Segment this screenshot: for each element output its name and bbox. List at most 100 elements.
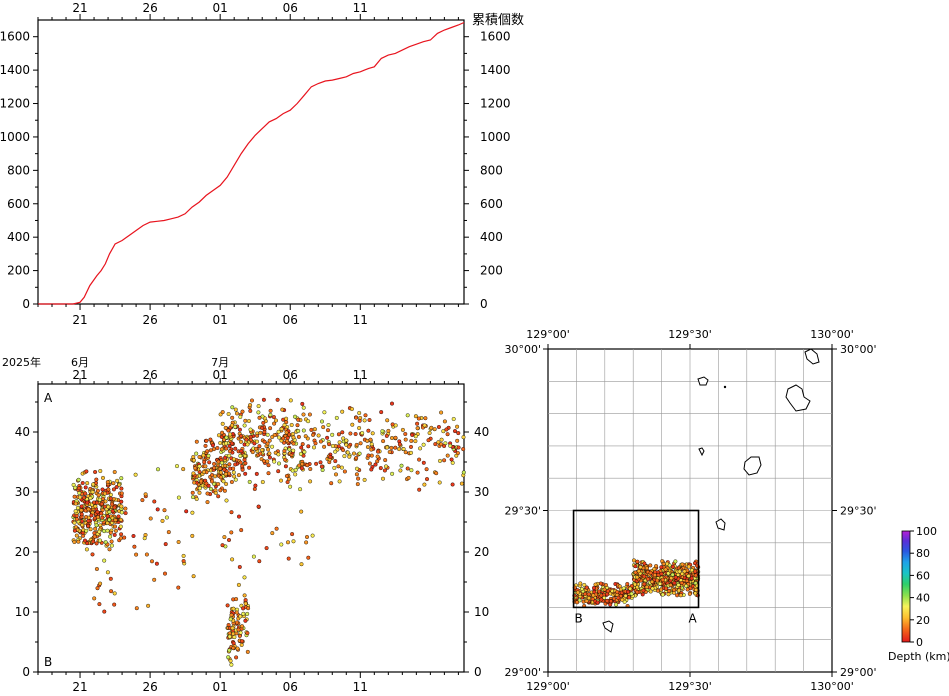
colorbar-tick-label: 40 bbox=[916, 592, 930, 605]
x-tick-label-top: 26 bbox=[142, 368, 157, 382]
hypocenter-point bbox=[201, 453, 206, 458]
hypocenter-point bbox=[260, 448, 265, 453]
hypocenter-point bbox=[409, 444, 414, 449]
cumulative-count-panel: 0 0 200 200 400 400 600 600 800 800 1000 1000 1200 12… bbox=[0, 1, 524, 327]
hypocenter-point bbox=[318, 439, 323, 444]
hypocenter-point bbox=[192, 480, 197, 485]
epicenter-point bbox=[605, 589, 610, 594]
hypocenter-point bbox=[100, 487, 105, 492]
hypocenter-point bbox=[301, 428, 306, 433]
hypocenter-point bbox=[456, 431, 461, 436]
hypocenter-point bbox=[366, 453, 371, 458]
hypocenter-point bbox=[233, 477, 238, 482]
hypocenter-point bbox=[107, 517, 112, 522]
hypocenter-point bbox=[257, 415, 262, 420]
hypocenter-point bbox=[365, 438, 370, 443]
hypocenter-point bbox=[444, 427, 449, 432]
hypocenter-point bbox=[393, 445, 398, 450]
hypocenter-point bbox=[258, 451, 263, 456]
hypocenter-point bbox=[296, 417, 301, 422]
x-tick-label: 11 bbox=[353, 313, 368, 327]
hypocenter-point bbox=[448, 443, 453, 448]
cross-section-box bbox=[572, 509, 700, 609]
hypocenter-point bbox=[260, 480, 265, 485]
hypocenter-point bbox=[461, 435, 466, 440]
hypocenter-point bbox=[384, 464, 389, 469]
islet-outline bbox=[723, 385, 727, 389]
hypocenter-point bbox=[234, 655, 239, 660]
hypocenter-point bbox=[293, 468, 298, 473]
lat-tick-label: 30°00' bbox=[504, 343, 541, 356]
hypocenter-point bbox=[226, 471, 231, 476]
island-outline bbox=[698, 447, 705, 457]
epicenter-point bbox=[678, 593, 683, 598]
hypocenter-point bbox=[191, 455, 196, 460]
hypocenter-point bbox=[122, 535, 127, 540]
hypocenter-point bbox=[94, 477, 99, 482]
hypocenter-point bbox=[92, 596, 97, 601]
hypocenter-point bbox=[355, 466, 360, 471]
hypocenter-point bbox=[229, 612, 234, 617]
hypocenter-point bbox=[333, 449, 338, 454]
hypocenter-point bbox=[237, 633, 242, 638]
hypocenter-point bbox=[302, 450, 307, 455]
hypocenter-point bbox=[381, 476, 386, 481]
hypocenter-point bbox=[282, 440, 287, 445]
hypocenter-point bbox=[282, 423, 287, 428]
epicenter-point bbox=[628, 586, 633, 591]
hypocenter-point bbox=[241, 611, 246, 616]
hypocenter-point bbox=[206, 483, 211, 488]
x-tick-label: 01 bbox=[213, 313, 228, 327]
hypocenter-point bbox=[332, 465, 337, 470]
hypocenter-point bbox=[421, 460, 426, 465]
hypocenter-point bbox=[234, 411, 239, 416]
hypocenter-point bbox=[319, 464, 324, 469]
hypocenter-point bbox=[415, 426, 420, 431]
hypocenter-point bbox=[81, 495, 86, 500]
epicenter-point bbox=[666, 571, 671, 576]
hypocenter-point bbox=[216, 494, 221, 499]
hypocenter-point bbox=[250, 450, 255, 455]
hypocenter-point bbox=[95, 586, 100, 591]
hypocenter-point bbox=[379, 410, 384, 415]
lat-tick-label: 29°00' bbox=[504, 666, 541, 679]
hypocenter-point bbox=[194, 497, 199, 502]
hypocenter-point bbox=[152, 577, 157, 582]
hypocenter-point bbox=[234, 620, 239, 625]
hypocenter-point bbox=[231, 606, 236, 611]
hypocenter-point bbox=[88, 527, 93, 532]
hypocenter-point bbox=[162, 508, 167, 513]
y-tick-label: 600 bbox=[7, 197, 30, 211]
hypocenter-point bbox=[450, 460, 455, 465]
hypocenter-point bbox=[329, 481, 334, 486]
hypocenter-point bbox=[284, 430, 289, 435]
hypocenter-point bbox=[223, 472, 228, 477]
hypocenter-point bbox=[300, 401, 305, 406]
hypocenter-point bbox=[205, 491, 210, 496]
y-tick-label-right: 0 bbox=[480, 297, 488, 311]
hypocenter-point bbox=[318, 460, 323, 465]
hypocenter-point bbox=[400, 427, 405, 432]
hypocenter-point bbox=[429, 425, 434, 430]
hypocenter-point bbox=[363, 413, 368, 418]
hypocenter-point bbox=[123, 511, 128, 516]
hypocenter-point bbox=[397, 442, 402, 447]
hypocenter-point bbox=[231, 641, 236, 646]
hypocenter-point bbox=[265, 441, 270, 446]
hypocenter-point bbox=[227, 449, 232, 454]
hypocenter-point bbox=[255, 433, 260, 438]
hypocenter-point bbox=[226, 538, 231, 543]
hypocenter-point bbox=[86, 518, 91, 523]
epicenter-point bbox=[626, 589, 631, 594]
hypocenter-point bbox=[237, 427, 242, 432]
hypocenter-point bbox=[86, 507, 91, 512]
hypocenter-point bbox=[326, 428, 331, 433]
hypocenter-point bbox=[244, 437, 249, 442]
hypocenter-point bbox=[164, 515, 169, 520]
epicenter-point bbox=[575, 590, 580, 595]
hypocenter-point bbox=[267, 451, 272, 456]
y-tick-label-right: 400 bbox=[480, 230, 503, 244]
hypocenter-point bbox=[422, 423, 427, 428]
hypocenter-point bbox=[97, 529, 102, 534]
hypocenter-point bbox=[72, 540, 77, 545]
